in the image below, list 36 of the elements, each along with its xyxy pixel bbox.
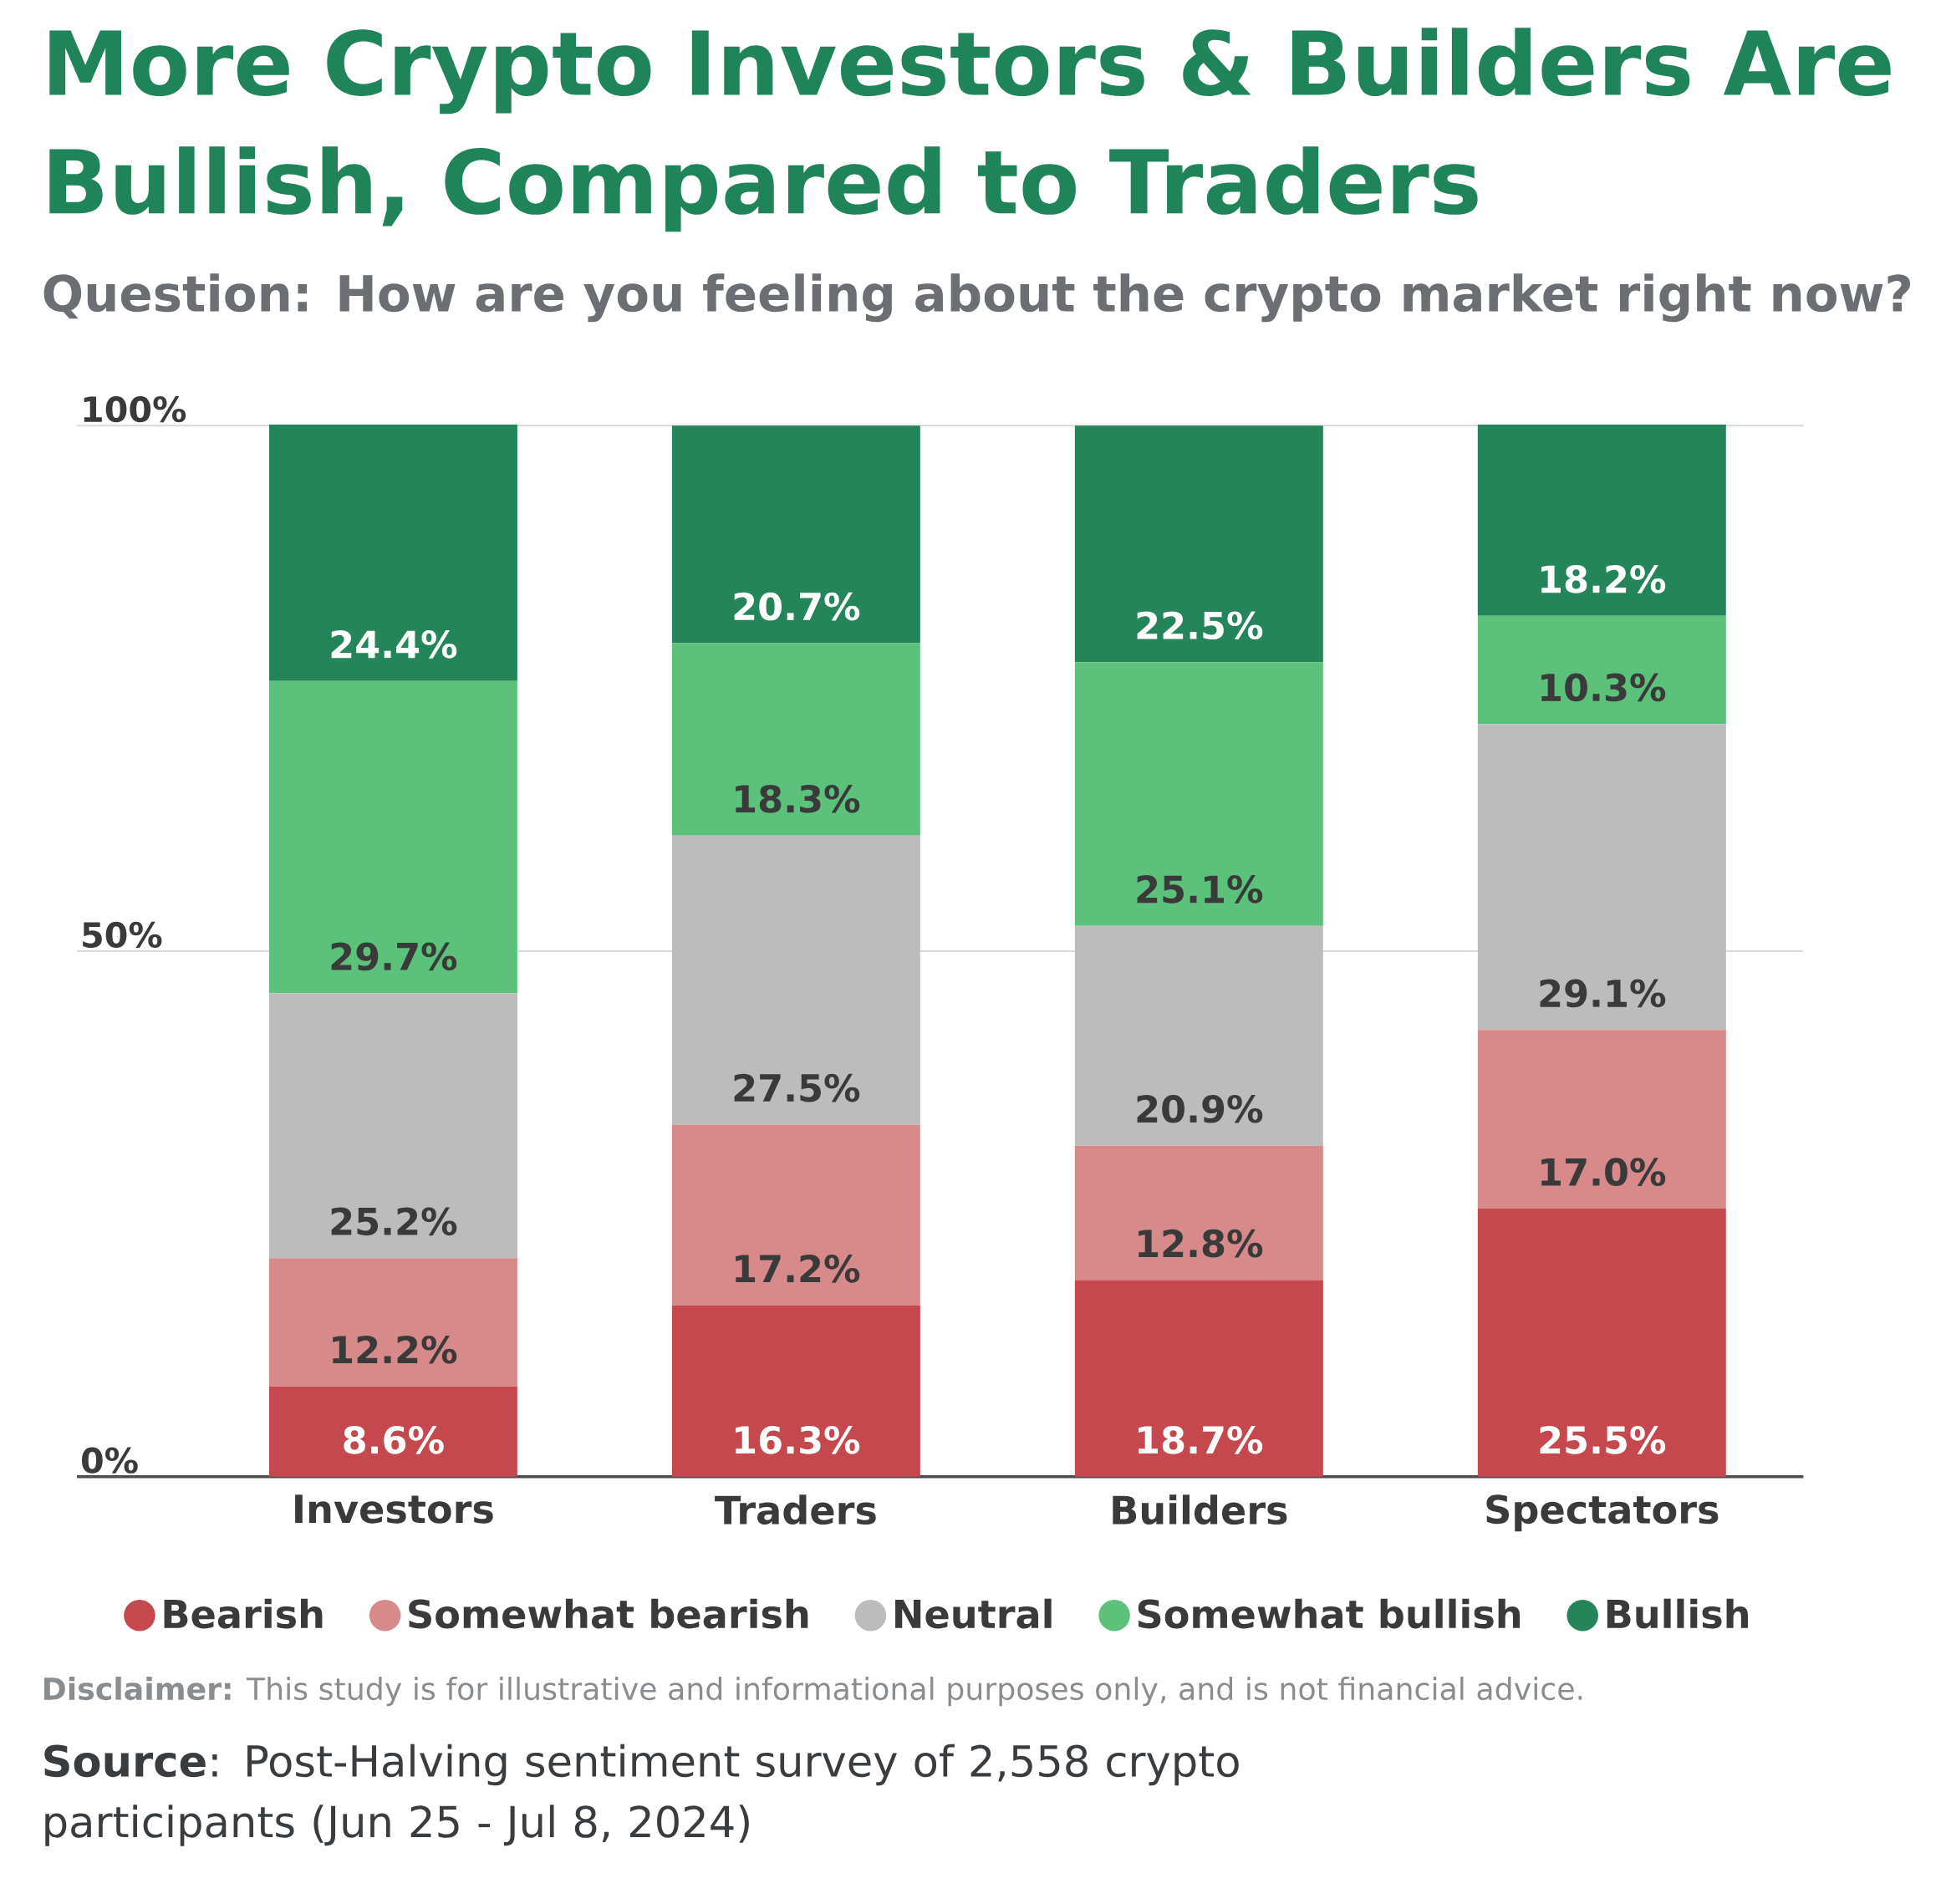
data-label: 29.1% — [1540, 979, 1666, 1008]
y-tick-label: 0% — [81, 1447, 138, 1474]
legend-label: Bullish — [1607, 1598, 1748, 1629]
data-label: 12.2% — [333, 1336, 457, 1364]
x-tick-label: Investors — [295, 1494, 493, 1524]
data-label: 8.6% — [344, 1426, 444, 1454]
data-label: 29.7% — [331, 942, 457, 971]
data-label: 10.3% — [1541, 673, 1666, 702]
y-tick-label: 50% — [83, 922, 162, 949]
chart-subtitle: Question: How are you feeling about the crypto market right now? — [43, 273, 1911, 323]
y-tick-label: 100% — [84, 396, 186, 423]
data-label: 18.2% — [1541, 565, 1666, 594]
data-label: 18.7% — [1139, 1426, 1263, 1454]
x-tick-label: Traders — [715, 1494, 876, 1525]
x-tick-label: Spectators — [1486, 1494, 1719, 1532]
legend-label: Neutral — [895, 1598, 1052, 1629]
data-label: 20.9% — [1137, 1095, 1263, 1123]
data-label: 25.1% — [1137, 875, 1263, 904]
data-label: 25.5% — [1540, 1426, 1666, 1454]
text: Disclaimer: This study is for illustrative and informational purposes only, and is not financial advice. — [43, 1677, 1582, 1707]
x-tick-label: Builders — [1113, 1494, 1287, 1525]
data-label: 17.2% — [736, 1255, 860, 1283]
data-label: 24.4% — [331, 630, 457, 659]
legend-label: Somewhat bearish — [409, 1598, 808, 1629]
data-label: 22.5% — [1137, 611, 1263, 640]
legend-label: Somewhat bullish — [1138, 1598, 1521, 1629]
data-label: 16.3% — [736, 1426, 860, 1454]
text: Source: Post-Halving sentiment survey of 2,558 crypto participants (Jun 25 - Jul 8, 2024) — [44, 1744, 1239, 1846]
data-label: 25.2% — [331, 1207, 457, 1236]
chart-title: More Crypto Investors & Builders Are Bullish, Compared to Traders — [49, 28, 1891, 232]
data-label: 18.3% — [736, 785, 860, 813]
data-label: 27.5% — [734, 1073, 860, 1102]
data-label: 12.8% — [1139, 1229, 1263, 1258]
data-label: 20.7% — [734, 593, 860, 621]
data-label: 17.0% — [1541, 1158, 1666, 1187]
legend-label: Bearish — [164, 1598, 323, 1629]
